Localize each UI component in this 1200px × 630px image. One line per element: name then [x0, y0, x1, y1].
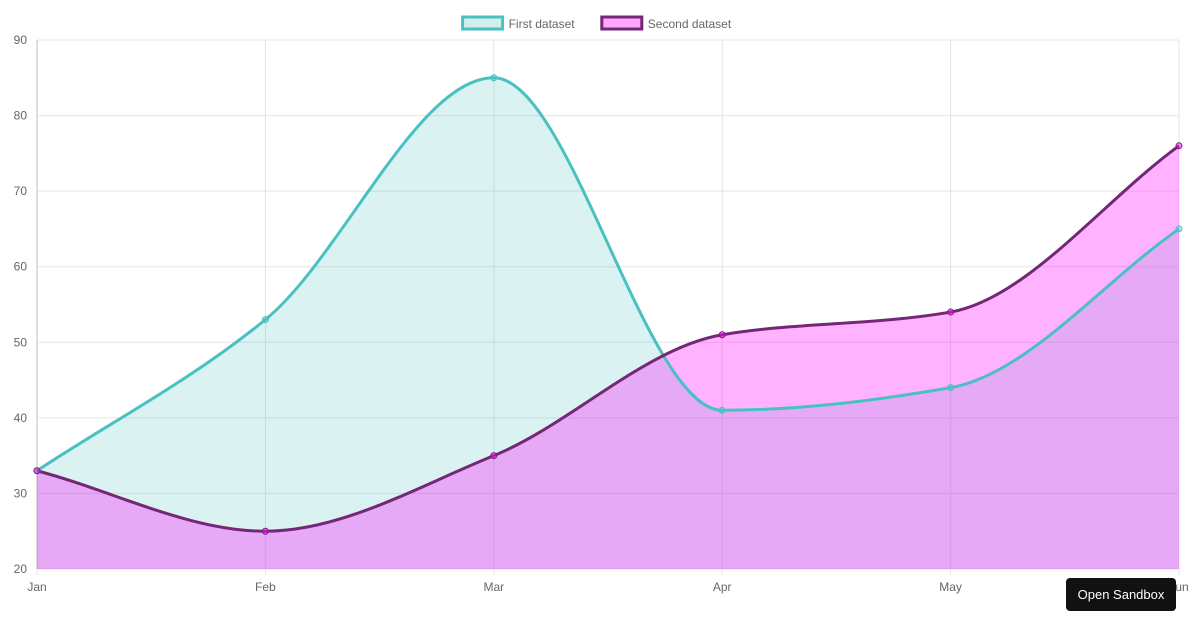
data-point[interactable]	[718, 406, 726, 414]
series-line-2	[36, 144, 1180, 533]
grid	[36, 39, 1180, 575]
series-area-2	[37, 145, 1179, 570]
data-point[interactable]	[33, 467, 41, 475]
legend[interactable]: First dataset Second dataset	[461, 15, 732, 31]
x-tick-label: Feb	[255, 580, 276, 594]
legend-swatch	[600, 15, 644, 31]
x-tick-label: May	[939, 580, 962, 594]
series-area-1	[37, 77, 1179, 570]
legend-item-2[interactable]: Second dataset	[600, 15, 732, 31]
data-point[interactable]	[490, 74, 498, 82]
data-point[interactable]	[490, 452, 498, 460]
y-tick-label: 60	[14, 260, 28, 274]
y-tick-label: 90	[14, 33, 28, 47]
legend-label: Second dataset	[648, 17, 732, 31]
y-tick-label: 80	[14, 109, 28, 123]
y-tick-label: 70	[14, 184, 28, 198]
data-point[interactable]	[1175, 225, 1183, 233]
y-tick-label: 30	[14, 486, 28, 500]
data-point[interactable]	[947, 308, 955, 316]
x-tick-label: Jan	[27, 580, 46, 594]
y-tick-label: 20	[14, 562, 28, 576]
legend-item-1[interactable]: First dataset	[461, 15, 576, 31]
y-axis-ticks: 20 30 40 50 60 70 80 90	[14, 33, 28, 576]
x-axis-ticks: Jan Feb Mar Apr May Jun	[27, 580, 1188, 594]
data-points	[33, 74, 1183, 535]
y-tick-label: 40	[14, 411, 28, 425]
series-line-1	[36, 76, 1180, 473]
series-fills	[37, 77, 1179, 570]
data-point[interactable]	[947, 384, 955, 392]
data-point[interactable]	[1175, 142, 1183, 150]
x-tick-label: Mar	[483, 580, 504, 594]
data-point[interactable]	[261, 527, 269, 535]
x-tick-label: Apr	[713, 580, 732, 594]
legend-swatch	[461, 15, 505, 31]
y-tick-label: 50	[14, 335, 28, 349]
data-point[interactable]	[261, 316, 269, 324]
legend-label: First dataset	[509, 17, 576, 31]
open-sandbox-button[interactable]: Open Sandbox	[1066, 578, 1176, 611]
series-lines	[36, 76, 1180, 533]
data-point[interactable]	[718, 331, 726, 339]
